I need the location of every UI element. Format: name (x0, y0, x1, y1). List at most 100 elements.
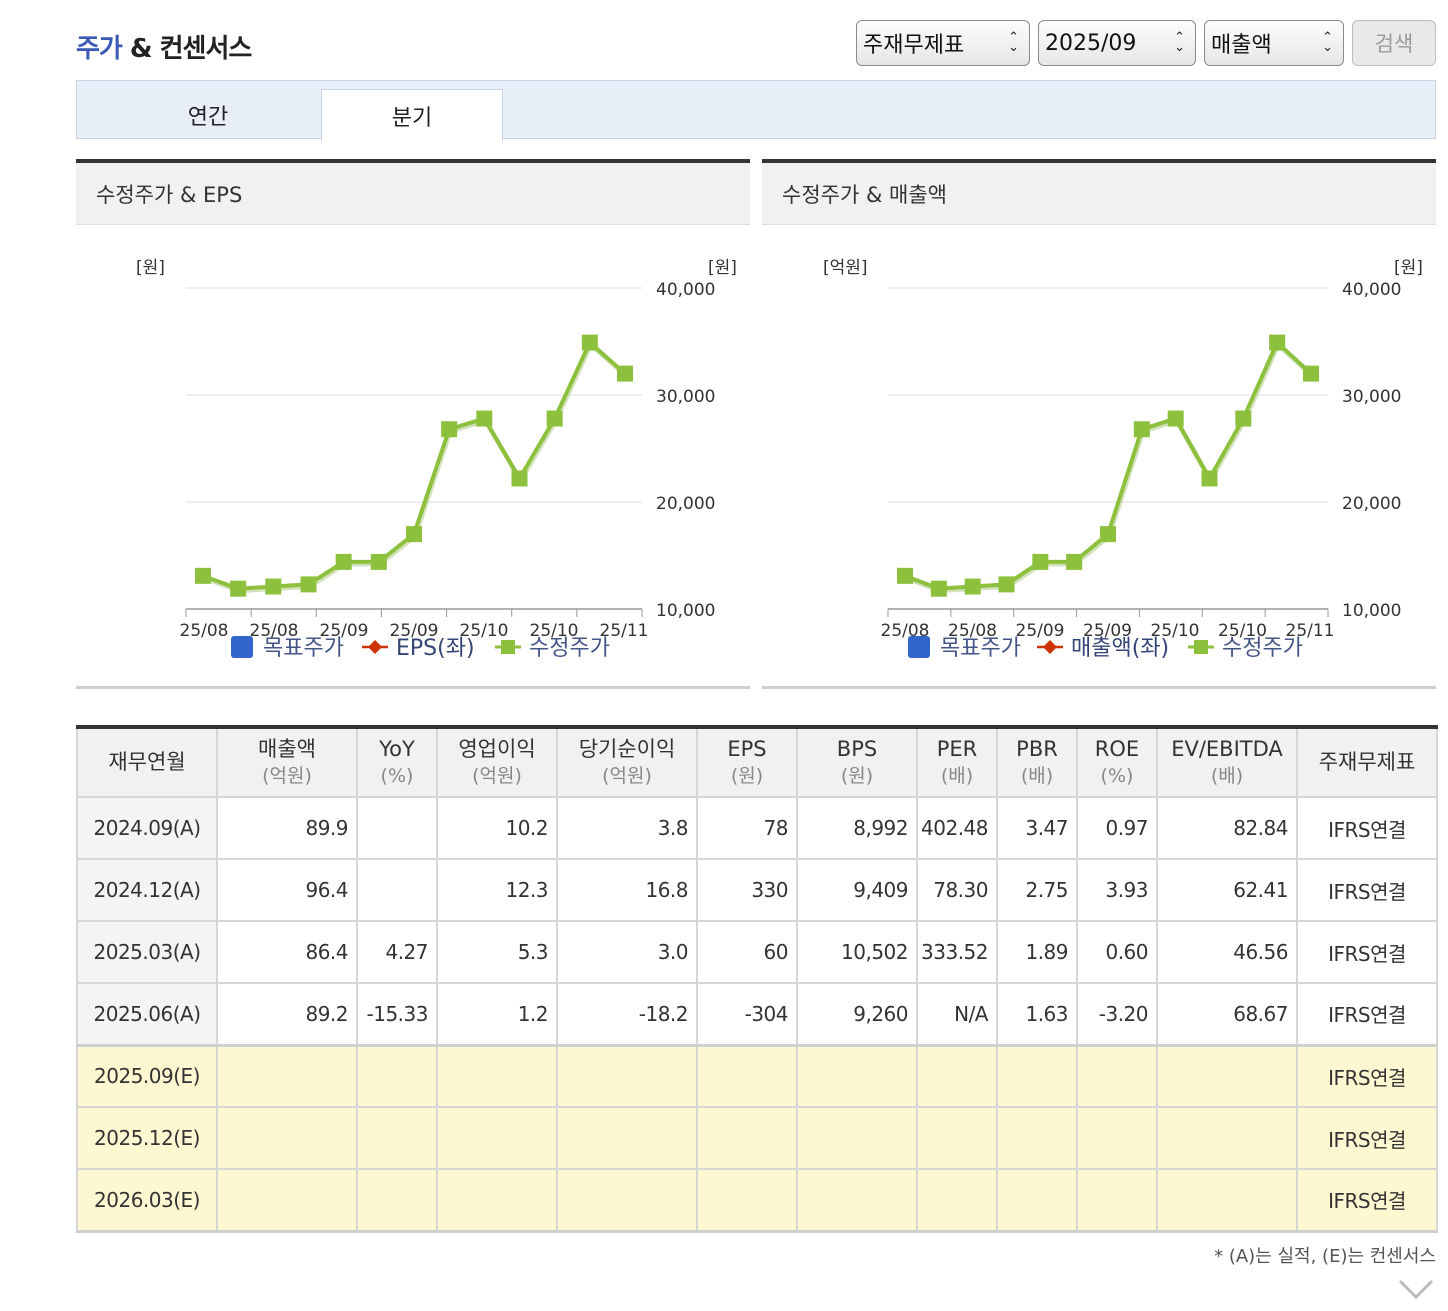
table-cell (216, 1106, 358, 1170)
table-row: 2025.03(A) 86.4 4.27 5.3 3.0 60 10,502 333.52 1.… (76, 920, 1438, 984)
price-eps-chart: [원] [원] 10,000 20,000 30,000 40,000 25/08 25/08… (136, 258, 737, 661)
data-point (195, 567, 211, 584)
table-cell: 1.63 (996, 982, 1078, 1046)
data-point (511, 470, 528, 487)
table-cell: IFRS연결 (1296, 920, 1438, 984)
table-cell: 60 (696, 920, 798, 984)
column-header-label: PBR (1016, 736, 1058, 761)
metric-value: 매출액 (1211, 33, 1272, 58)
table-header-row: 재무연월 매출액 (억원) YoY (%) 영업이익 (억원) 당기순이익 (억원) EPS (원)… (76, 726, 1438, 798)
data-point (1032, 553, 1049, 570)
table-row: 2025.06(A) 89.2 -15.33 1.2 -18.2 -304 9,260 N/A… (76, 982, 1438, 1046)
data-point (300, 576, 317, 593)
table-cell (916, 1043, 998, 1108)
table-cell: 0.60 (1076, 920, 1158, 984)
table-cell: IFRS연결 (1296, 858, 1438, 922)
search-button[interactable]: 검색 (1352, 20, 1436, 66)
series-line-shadow (203, 340, 628, 594)
table-cell: 8,992 (796, 796, 918, 860)
table-cell (1156, 1043, 1298, 1108)
x-tick-label: 25/10 (460, 621, 509, 641)
table-cell: 89.2 (216, 982, 358, 1046)
table-cell: 9,260 (796, 982, 918, 1046)
column-header: 재무연월 (76, 726, 218, 798)
column-header-label: EV/EBITDA (1171, 736, 1283, 761)
column-header-unit: (원) (730, 764, 764, 787)
table-cell: -304 (696, 982, 798, 1046)
tab-annual[interactable]: 연간 (187, 104, 229, 130)
table-row: 2025.12(E) IFRS연결 (76, 1106, 1438, 1170)
period-select[interactable]: 2025/09 ⌃ ⌄ (1038, 20, 1196, 66)
chart-panel-title: 수정주가 & EPS (76, 163, 750, 225)
y-tick-label: 10,000 (656, 601, 715, 621)
report-type-select[interactable]: 주재무제표 ⌃ ⌄ (856, 20, 1030, 66)
column-header: 당기순이익 (억원) (556, 726, 698, 798)
report-type-value: 주재무제표 (863, 33, 965, 58)
legend-square-icon (1194, 640, 1208, 654)
table-cell (556, 1168, 698, 1232)
updown-chevron-icon: ⌃ ⌄ (1322, 30, 1333, 55)
table-cell: -3.20 (1076, 982, 1158, 1046)
page-title: 주가 & 컨센서스 (76, 28, 252, 65)
table-cell (696, 1168, 798, 1232)
legend-label: 수정주가 (529, 636, 610, 661)
data-point (1303, 365, 1319, 382)
data-point (1100, 526, 1116, 543)
data-point (617, 365, 633, 382)
period-tabs: 연간 분기 (76, 80, 1436, 141)
x-tick-label: 25/10 (530, 621, 579, 641)
column-header-unit: (배) (940, 764, 974, 787)
x-tick-label: 25/09 (1016, 621, 1065, 641)
y-tick-label: 10,000 (1342, 601, 1401, 621)
legend-square-icon (501, 640, 515, 654)
column-header-label: YoY (379, 736, 415, 761)
column-header-label: EPS (727, 736, 767, 761)
chevron-down-icon[interactable] (1398, 1278, 1434, 1300)
table-cell (1076, 1106, 1158, 1170)
table-cell: 3.93 (1076, 858, 1158, 922)
column-header: EPS (원) (696, 726, 798, 798)
axis-unit-right: [원] (708, 258, 737, 278)
y-tick-label: 20,000 (656, 494, 715, 514)
y-tick-label: 30,000 (656, 387, 715, 407)
table-cell (356, 1168, 438, 1232)
legend-label: 목표주가 (940, 636, 1021, 661)
column-header-label: 재무연월 (108, 750, 186, 774)
series-line (202, 339, 627, 591)
metric-select[interactable]: 매출액 ⌃ ⌄ (1204, 20, 1344, 66)
column-header-unit: (%) (380, 764, 414, 787)
table-cell: -15.33 (356, 982, 438, 1046)
column-header-unit: (배) (1020, 764, 1054, 787)
legend-square-icon (231, 636, 253, 658)
table-cell (1076, 1168, 1158, 1232)
table-cell (796, 1043, 918, 1108)
data-point (370, 553, 387, 570)
table-cell: 0.97 (1076, 796, 1158, 860)
table-cell: 333.52 (916, 920, 998, 984)
price-sales-chart: [억원] [원] 10,000 20,000 30,000 40,000 25/08 25/0… (823, 258, 1423, 661)
table-cell (916, 1168, 998, 1232)
series-line-shadow (905, 340, 1314, 594)
column-header-label: 주재무제표 (1318, 750, 1416, 774)
table-cell: IFRS연결 (1296, 1168, 1438, 1232)
table-cell: 62.41 (1156, 858, 1298, 922)
data-point (897, 567, 913, 584)
axis-unit-left: [억원] (823, 258, 868, 278)
data-point (930, 580, 947, 597)
tab-quarterly[interactable]: 분기 (321, 89, 503, 141)
legend-label: 수정주가 (1222, 636, 1303, 661)
x-tick-label: 25/08 (948, 621, 997, 641)
table-cell: 82.84 (1156, 796, 1298, 860)
column-header-label: ROE (1094, 736, 1140, 761)
table-cell: 3.0 (556, 920, 698, 984)
data-point (581, 334, 598, 351)
column-header-unit: (%) (1100, 764, 1134, 787)
filter-controls: 주재무제표 ⌃ ⌄ 2025/09 ⌃ ⌄ 매출액 ⌃ ⌄ 검색 (856, 20, 1436, 66)
table-row: 2026.03(E) IFRS연결 (76, 1168, 1438, 1232)
column-header-unit: (억원) (602, 764, 652, 787)
data-point (265, 578, 282, 595)
data-point (546, 410, 563, 427)
table-cell: 78 (696, 796, 798, 860)
table-cell (696, 1106, 798, 1170)
table-cell: 10,502 (796, 920, 918, 984)
